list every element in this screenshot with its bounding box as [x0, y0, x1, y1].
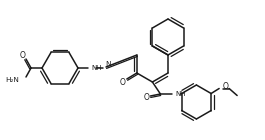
- Text: NH: NH: [91, 65, 101, 71]
- Text: O: O: [20, 51, 26, 60]
- Text: O: O: [120, 78, 126, 87]
- Text: H₂N: H₂N: [5, 77, 19, 83]
- Text: NH: NH: [175, 90, 186, 96]
- Text: O: O: [222, 82, 228, 91]
- Text: N: N: [105, 61, 111, 67]
- Text: O: O: [143, 93, 149, 102]
